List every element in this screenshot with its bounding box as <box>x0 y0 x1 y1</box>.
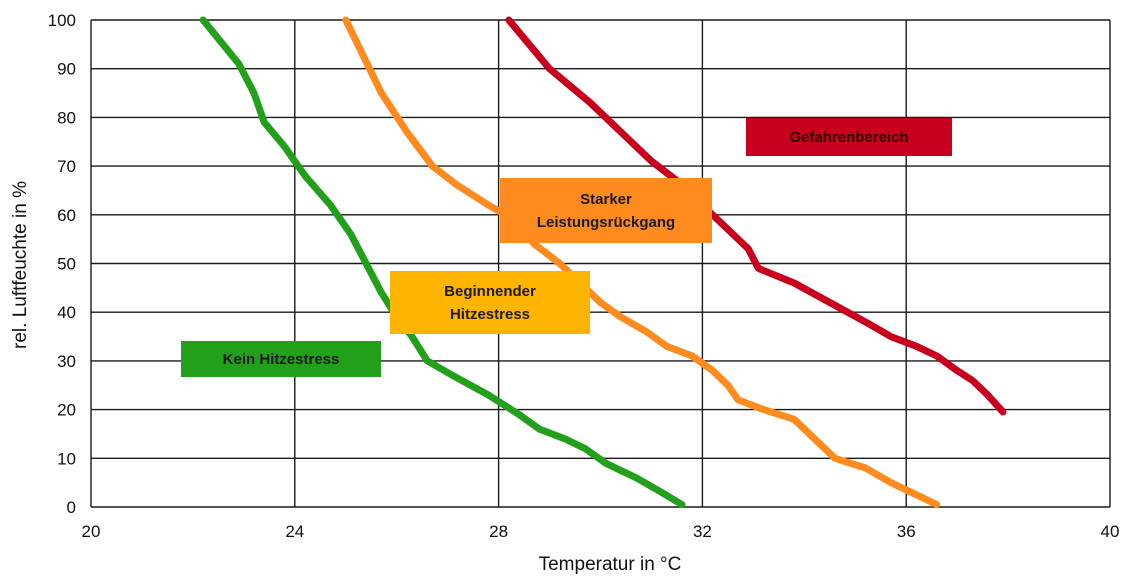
x-tick-label: 20 <box>82 522 101 541</box>
y-tick-label: 70 <box>57 157 76 176</box>
y-tick-label: 10 <box>57 449 76 468</box>
y-tick-label: 20 <box>57 401 76 420</box>
zone-box <box>390 271 590 334</box>
y-tick-label: 30 <box>57 352 76 371</box>
zone-labels: Kein Hitzestress Beginnender Hitzestress St… <box>181 118 952 377</box>
zone-label-1: Kein Hitzestress <box>181 341 381 377</box>
zone-text: Leistungsrückgang <box>537 214 675 231</box>
x-tick-label: 40 <box>1101 522 1120 541</box>
zone-text: Beginnender <box>444 283 536 300</box>
y-tick-label: 40 <box>57 303 76 322</box>
zone-label-4: Gefahrenbereich <box>746 118 952 156</box>
y-tick-label: 60 <box>57 206 76 225</box>
zone-text: Hitzestress <box>450 306 530 323</box>
zone-box <box>500 178 712 243</box>
zone-label-2: Beginnender Hitzestress <box>390 271 590 334</box>
zone-box <box>181 341 381 377</box>
y-axis-ticks: 0 10 20 30 40 50 60 70 80 90 100 <box>48 11 76 517</box>
y-tick-label: 0 <box>67 498 76 517</box>
zone-text: Kein Hitzestress <box>223 351 340 368</box>
zone-label-3: Starker Leistungsrückgang <box>500 178 712 243</box>
y-tick-label: 50 <box>57 255 76 274</box>
x-tick-label: 36 <box>897 522 916 541</box>
series-line-3 <box>505 16 1007 416</box>
y-tick-label: 100 <box>48 11 76 30</box>
zone-text: Gefahrenbereich <box>789 129 908 146</box>
x-axis-ticks: 20 24 28 32 36 40 <box>82 522 1120 541</box>
zone-box <box>746 118 952 156</box>
zone-text: Starker <box>580 191 632 208</box>
y-tick-label: 80 <box>57 108 76 127</box>
series-line-2 <box>342 16 941 509</box>
series-lines <box>199 16 1007 509</box>
x-tick-label: 24 <box>285 522 304 541</box>
x-tick-label: 32 <box>693 522 712 541</box>
series-line-1 <box>199 16 686 509</box>
y-axis-title: rel. Luftfeuchte in % <box>10 181 31 349</box>
x-tick-label: 28 <box>489 522 508 541</box>
x-axis-title: Temperatur in °C <box>539 554 682 575</box>
y-tick-label: 90 <box>57 60 76 79</box>
